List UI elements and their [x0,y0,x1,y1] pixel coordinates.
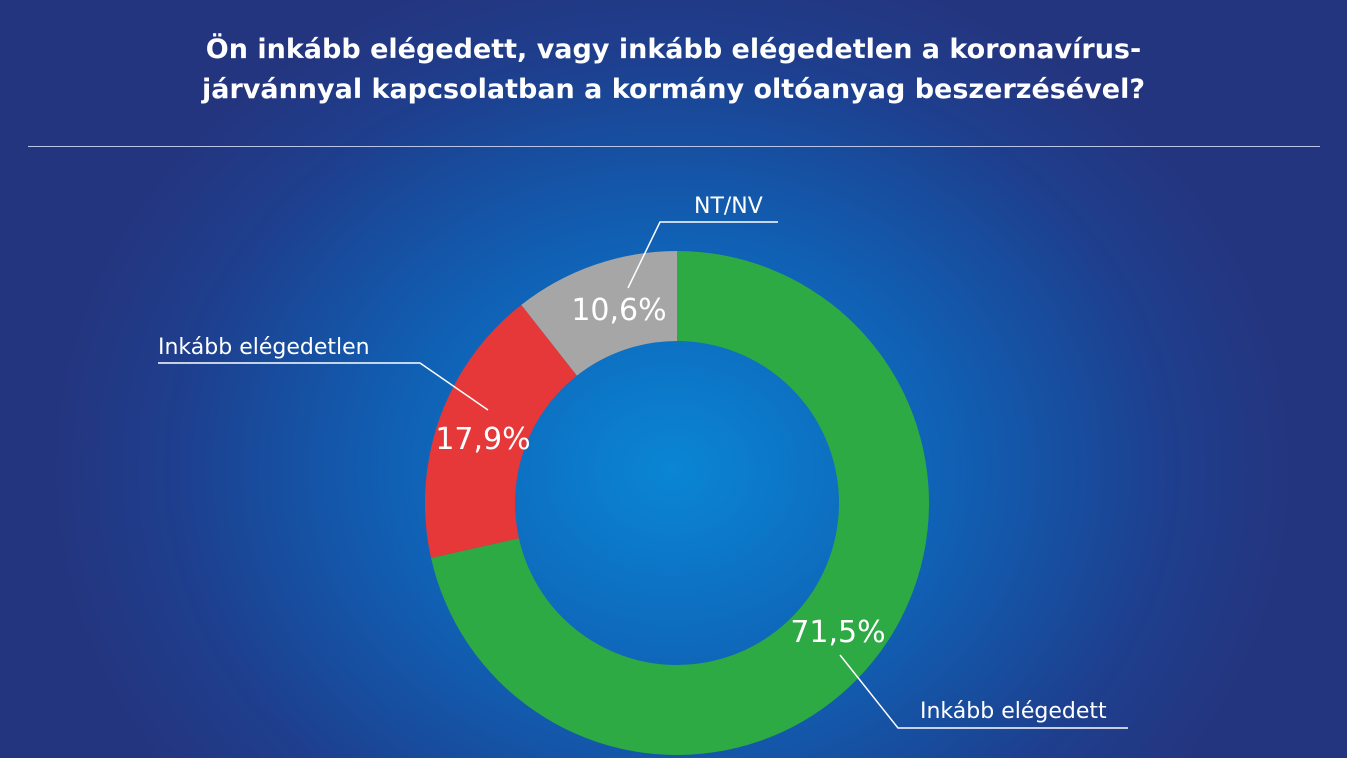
leader-line-elegedett [839,654,1128,729]
leader-line-nt-nv [627,221,778,289]
category-label-elegedett: Inkább elégedett [920,699,1107,724]
chart-title-line-1: Ön inkább elégedett, vagy inkább elégede… [205,34,1142,65]
donut-slice-2 [521,251,677,376]
leader-line-elegedetlen [158,362,489,411]
value-label-elegedett: 71,5% [790,615,885,650]
donut-slice-0 [431,251,929,755]
value-label-nt-nv: 10,6% [571,293,666,328]
donut-slices [425,251,929,755]
category-label-elegedetlen: Inkább elégedetlen [158,335,370,360]
category-label-nt-nv: NT/NV [694,194,763,219]
donut-slice-1 [425,304,577,558]
value-label-elegedetlen: 17,9% [435,422,530,457]
title-divider [28,146,1320,147]
chart-title-line-2: járvánnyal kapcsolatban a kormány oltóan… [201,74,1146,105]
chart-title: Ön inkább elégedett, vagy inkább elégede… [0,30,1347,110]
